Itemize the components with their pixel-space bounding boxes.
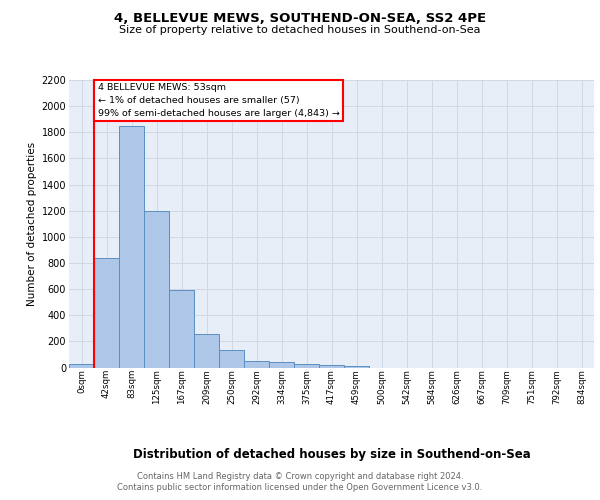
Bar xyxy=(294,364,319,368)
Y-axis label: Number of detached properties: Number of detached properties xyxy=(28,142,37,306)
Bar xyxy=(319,365,344,368)
Bar xyxy=(269,362,294,368)
Bar xyxy=(94,258,119,368)
Text: 4 BELLEVUE MEWS: 53sqm
← 1% of detached houses are smaller (57)
99% of semi-deta: 4 BELLEVUE MEWS: 53sqm ← 1% of detached … xyxy=(98,84,340,118)
Text: 4, BELLEVUE MEWS, SOUTHEND-ON-SEA, SS2 4PE: 4, BELLEVUE MEWS, SOUTHEND-ON-SEA, SS2 4… xyxy=(114,12,486,26)
Bar xyxy=(344,366,369,368)
Bar xyxy=(169,290,194,368)
Bar xyxy=(219,350,244,368)
Bar xyxy=(119,126,144,368)
Bar xyxy=(69,364,94,368)
Text: Size of property relative to detached houses in Southend-on-Sea: Size of property relative to detached ho… xyxy=(119,25,481,35)
X-axis label: Distribution of detached houses by size in Southend-on-Sea: Distribution of detached houses by size … xyxy=(133,448,530,461)
Text: Contains HM Land Registry data © Crown copyright and database right 2024.
Contai: Contains HM Land Registry data © Crown c… xyxy=(118,472,482,492)
Bar xyxy=(144,210,169,368)
Bar xyxy=(194,334,219,368)
Bar xyxy=(244,361,269,368)
